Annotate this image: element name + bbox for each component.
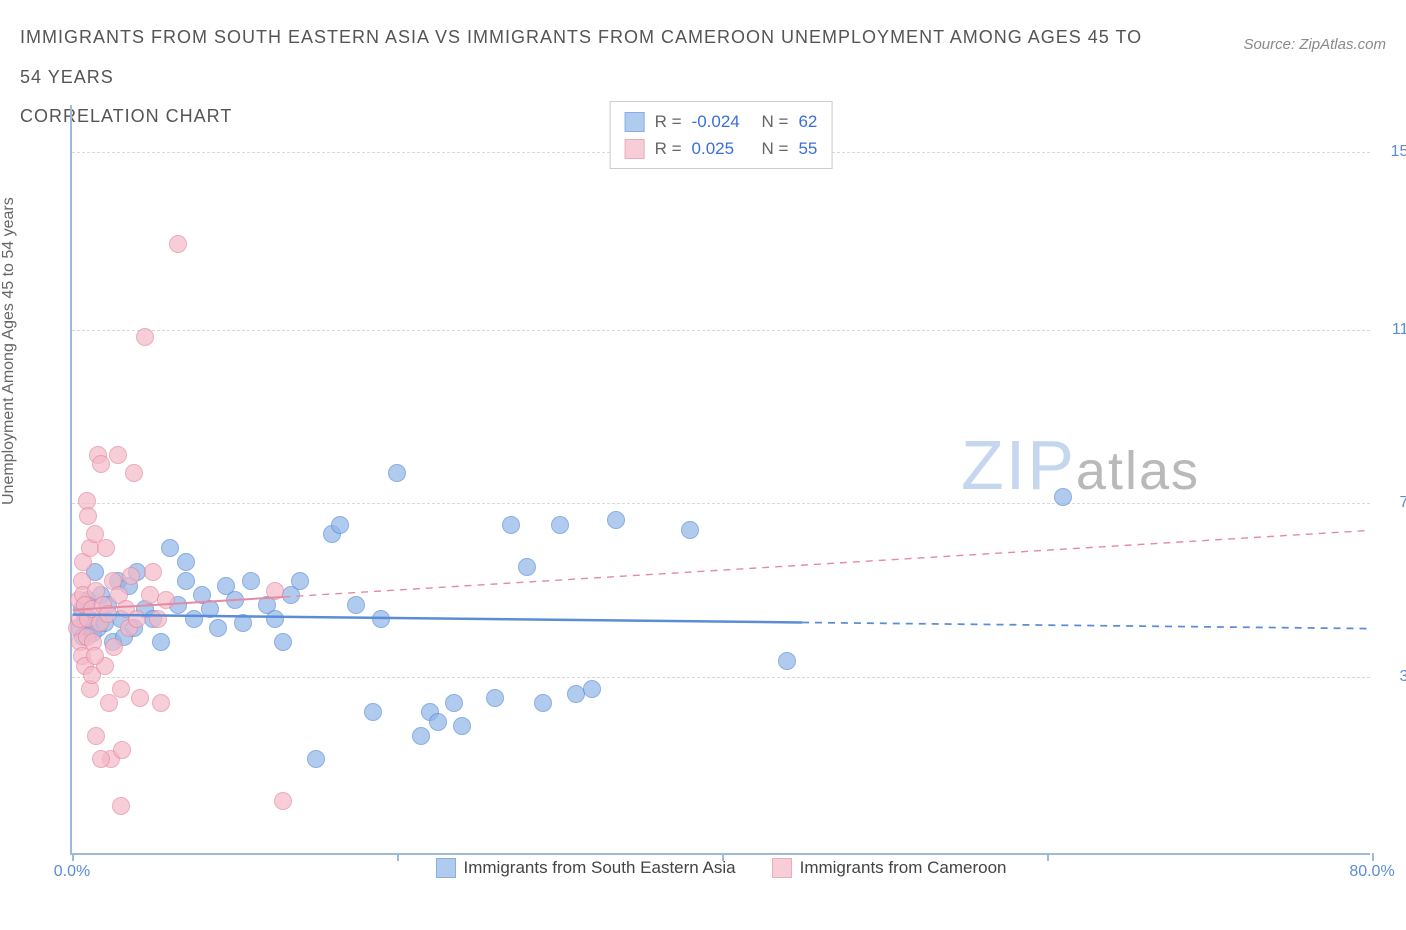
data-point-sea bbox=[681, 521, 699, 539]
data-point-cam bbox=[169, 235, 187, 253]
legend-corr-row-cam: R =0.025N =55 bbox=[625, 135, 818, 162]
data-point-sea bbox=[234, 614, 252, 632]
y-tick-label: 11.2% bbox=[1376, 321, 1406, 339]
data-point-cam bbox=[266, 582, 284, 600]
gridline bbox=[72, 330, 1370, 331]
data-point-cam bbox=[109, 446, 127, 464]
data-point-cam bbox=[128, 610, 146, 628]
data-point-sea bbox=[518, 558, 536, 576]
data-point-cam bbox=[136, 328, 154, 346]
data-point-cam bbox=[144, 563, 162, 581]
legend-label: Immigrants from South Eastern Asia bbox=[464, 858, 736, 878]
data-point-sea bbox=[372, 610, 390, 628]
trendline-sea-extrapolated bbox=[802, 622, 1369, 628]
x-tick-mark bbox=[1047, 853, 1049, 861]
data-point-cam bbox=[92, 455, 110, 473]
data-point-sea bbox=[551, 516, 569, 534]
data-point-cam bbox=[92, 750, 110, 768]
data-point-cam bbox=[99, 605, 117, 623]
data-point-sea bbox=[429, 713, 447, 731]
data-point-sea bbox=[242, 572, 260, 590]
data-point-sea bbox=[607, 511, 625, 529]
data-point-cam bbox=[105, 638, 123, 656]
x-tick-mark bbox=[72, 853, 74, 861]
gridline bbox=[72, 503, 1370, 504]
data-point-sea bbox=[502, 516, 520, 534]
data-point-cam bbox=[112, 680, 130, 698]
data-point-sea bbox=[534, 694, 552, 712]
data-point-sea bbox=[274, 633, 292, 651]
legend-correlation: R =-0.024N =62R =0.025N =55 bbox=[610, 101, 833, 169]
legend-swatch-cam bbox=[625, 139, 645, 159]
data-point-cam bbox=[86, 647, 104, 665]
y-axis-label: Unemployment Among Ages 45 to 54 years bbox=[0, 197, 18, 505]
data-point-cam bbox=[131, 689, 149, 707]
data-point-sea bbox=[209, 619, 227, 637]
data-point-sea bbox=[177, 572, 195, 590]
legend-series-sea: Immigrants from South Eastern Asia bbox=[436, 858, 736, 878]
data-point-sea bbox=[161, 539, 179, 557]
data-point-cam bbox=[141, 586, 159, 604]
data-point-cam bbox=[157, 591, 175, 609]
trendline-cam-extrapolated bbox=[283, 530, 1369, 597]
data-point-sea bbox=[185, 610, 203, 628]
legend-label: Immigrants from Cameroon bbox=[800, 858, 1007, 878]
data-point-cam bbox=[125, 464, 143, 482]
data-point-sea bbox=[778, 652, 796, 670]
data-point-sea bbox=[201, 600, 219, 618]
data-point-cam bbox=[274, 792, 292, 810]
data-point-cam bbox=[112, 797, 130, 815]
trendline-sea bbox=[73, 615, 802, 623]
legend-corr-row-sea: R =-0.024N =62 bbox=[625, 108, 818, 135]
legend-series-cam: Immigrants from Cameroon bbox=[772, 858, 1007, 878]
data-point-sea bbox=[347, 596, 365, 614]
data-point-cam bbox=[97, 539, 115, 557]
data-point-sea bbox=[486, 689, 504, 707]
data-point-cam bbox=[113, 741, 131, 759]
y-tick-label: 15.0% bbox=[1376, 143, 1406, 161]
data-point-sea bbox=[453, 717, 471, 735]
data-point-sea bbox=[331, 516, 349, 534]
data-point-cam bbox=[152, 694, 170, 712]
data-point-sea bbox=[445, 694, 463, 712]
x-tick-mark bbox=[1372, 853, 1374, 861]
trend-lines bbox=[72, 105, 1370, 853]
legend-series: Immigrants from South Eastern Asia Immigr… bbox=[72, 858, 1370, 883]
legend-swatch-cam bbox=[772, 858, 792, 878]
y-tick-label: 7.5% bbox=[1376, 494, 1406, 512]
gridline bbox=[72, 677, 1370, 678]
watermark-atlas: atlas bbox=[1076, 441, 1200, 501]
data-point-sea bbox=[583, 680, 601, 698]
correlation-chart: Unemployment Among Ages 45 to 54 years R… bbox=[20, 105, 1386, 885]
legend-swatch-sea bbox=[625, 112, 645, 132]
data-point-sea bbox=[364, 703, 382, 721]
data-point-sea bbox=[388, 464, 406, 482]
y-tick-label: 3.8% bbox=[1376, 668, 1406, 686]
plot-area: R =-0.024N =62R =0.025N =55 ZIPatlas Imm… bbox=[70, 105, 1370, 855]
x-tick-label: 0.0% bbox=[54, 863, 90, 881]
source-label: Source: ZipAtlas.com bbox=[1243, 36, 1386, 53]
data-point-cam bbox=[87, 727, 105, 745]
data-point-cam bbox=[79, 507, 97, 525]
data-point-cam bbox=[149, 610, 167, 628]
data-point-sea bbox=[177, 553, 195, 571]
watermark: ZIPatlas bbox=[961, 425, 1200, 505]
data-point-sea bbox=[152, 633, 170, 651]
title-line-1: IMMIGRANTS FROM SOUTH EASTERN ASIA VS IM… bbox=[20, 18, 1170, 97]
x-tick-mark bbox=[397, 853, 399, 861]
data-point-cam bbox=[122, 567, 140, 585]
x-tick-mark bbox=[722, 853, 724, 861]
legend-swatch-sea bbox=[436, 858, 456, 878]
data-point-sea bbox=[226, 591, 244, 609]
data-point-sea bbox=[307, 750, 325, 768]
data-point-sea bbox=[412, 727, 430, 745]
data-point-sea bbox=[1054, 488, 1072, 506]
x-tick-label: 80.0% bbox=[1349, 863, 1394, 881]
data-point-sea bbox=[291, 572, 309, 590]
data-point-sea bbox=[266, 610, 284, 628]
